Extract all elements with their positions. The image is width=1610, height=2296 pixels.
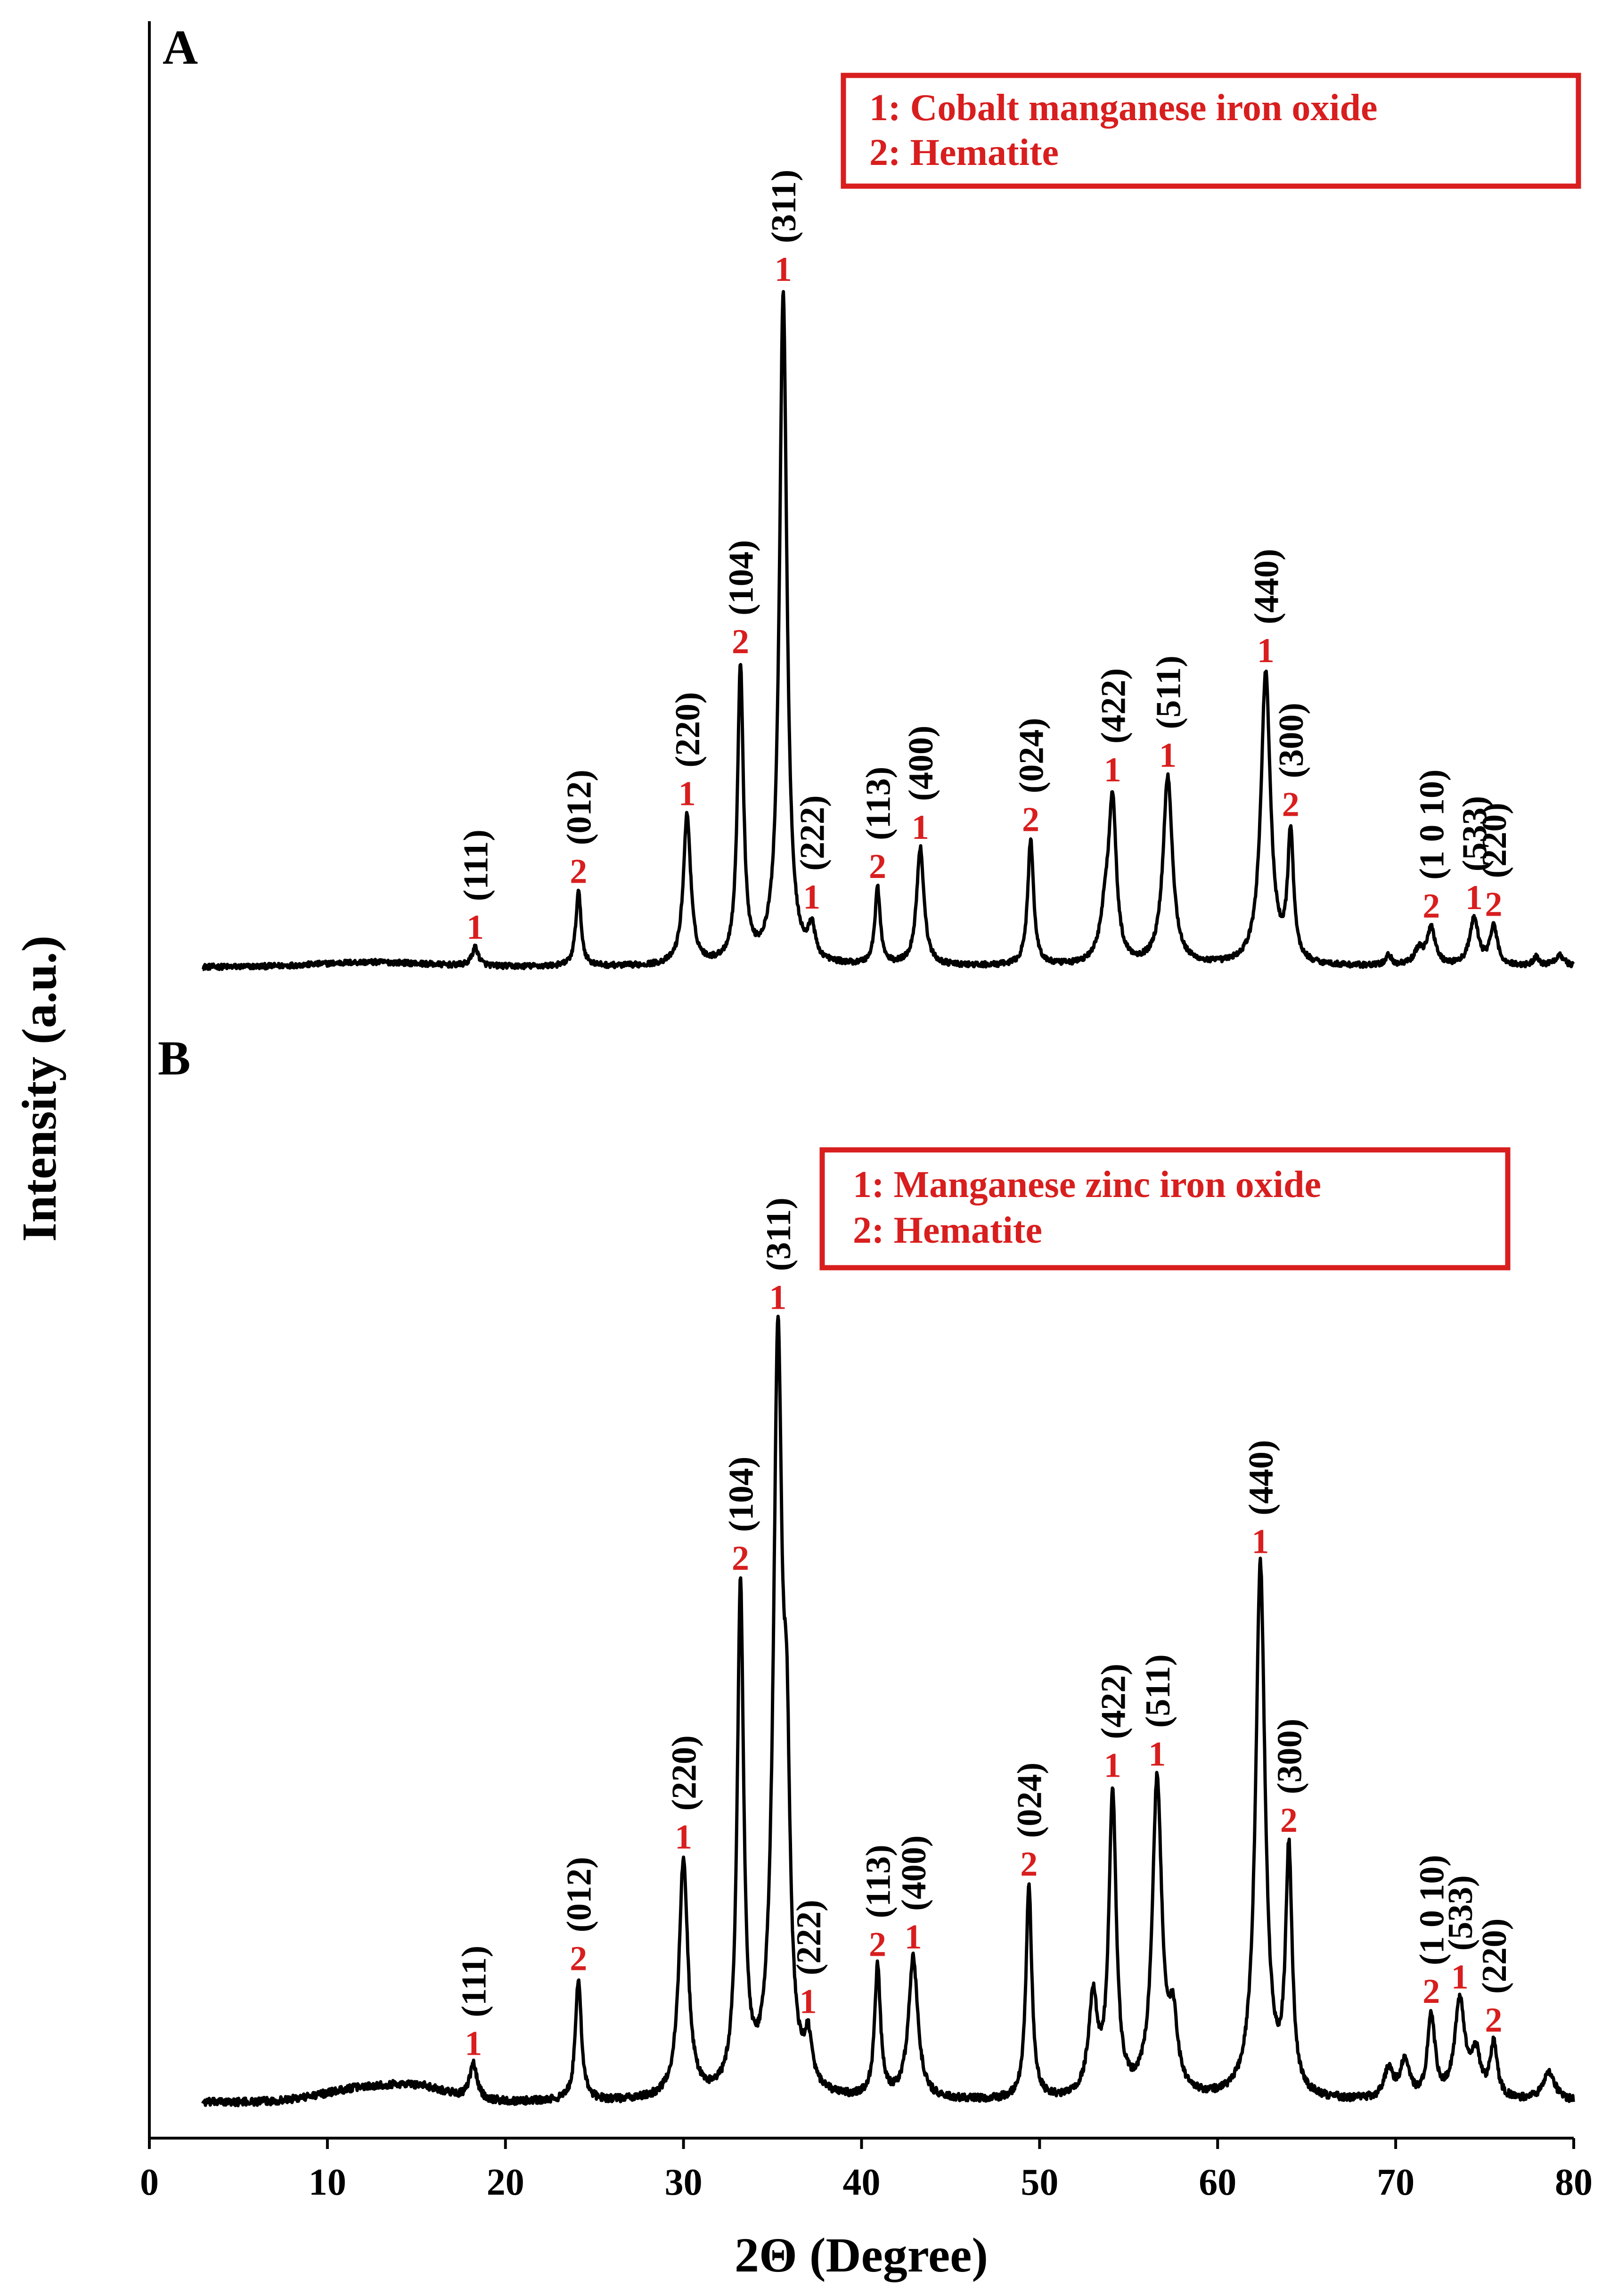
peak-phase-label: 1	[678, 775, 696, 813]
panel-letter-b: B	[158, 1031, 190, 1085]
peak-hkl-label: (400)	[895, 1835, 933, 1911]
x-tick-label: 60	[1199, 2162, 1236, 2203]
peak-hkl-label: (024)	[1013, 718, 1051, 793]
peak-phase-label: 2	[732, 1539, 749, 1578]
peak-phase-label: 1	[675, 1818, 692, 1856]
peak-phase-label: 2	[570, 1939, 587, 1978]
peak-phase-label: 2	[1280, 1801, 1298, 1840]
peak-hkl-label: (111)	[457, 829, 496, 901]
legend-entry: 2: Hematite	[869, 132, 1059, 173]
panel-a: A1(111) 2(012) 1(220)2(104)1(311)1(222) 2(1…	[163, 20, 1581, 971]
peak-hkl-label: (533)	[1441, 1875, 1480, 1951]
peak-phase-label: 2	[1422, 887, 1440, 926]
xrd-series-a	[202, 290, 1575, 971]
peak-hkl-label: (024)	[1011, 1763, 1049, 1838]
peak-phase-label: 2	[1022, 800, 1039, 839]
legend-entry: 1: Manganese zinc iron oxide	[853, 1164, 1321, 1205]
peak-hkl-label: (511)	[1139, 1654, 1177, 1728]
y-axis-title: Intensity (a.u.)	[12, 935, 66, 1242]
peak-hkl-label: (220)	[1475, 1919, 1514, 1994]
peak-phase-label: 1	[800, 1983, 817, 2021]
peak-hkl-label: (300)	[1272, 703, 1311, 778]
x-tick-label: 20	[487, 2162, 524, 2203]
peak-hkl-label: (012)	[560, 1857, 599, 1932]
peak-hkl-label: (311)	[760, 1197, 798, 1271]
peak-hkl-label: (311)	[765, 170, 803, 243]
peak-hkl-label: (533)	[1455, 796, 1494, 871]
legend-b: 1: Manganese zinc iron oxide 2: Hematite	[819, 1147, 1511, 1271]
legend-box	[841, 73, 1581, 189]
x-tick-label: 40	[843, 2162, 881, 2203]
peak-phase-label: 1	[1148, 1735, 1166, 1773]
xrd-series-b	[201, 1314, 1575, 2107]
peak-hkl-label: (300)	[1270, 1719, 1309, 1794]
peak-hkl-label: (1 0 10)	[1413, 770, 1452, 880]
legend-entry: 1: Cobalt manganese iron oxide	[869, 87, 1378, 129]
peak-hkl-label: (422)	[1094, 1664, 1133, 1739]
x-axis-title: 2Θ (Degree)	[735, 2228, 988, 2282]
axes: 0 10 20 30 40 50 60 70 80 2Θ (Degree) Intensity …	[12, 21, 1593, 2282]
peak-phase-label: 2	[869, 1925, 886, 1964]
peak-phase-label: 2	[869, 847, 886, 886]
legend-entry: 2: Hematite	[853, 1210, 1042, 1251]
x-tick-label: 50	[1021, 2162, 1058, 2203]
peak-hkl-label: (220)	[1475, 803, 1514, 878]
peak-hkl-label: (111)	[455, 1945, 494, 2017]
peak-hkl-label: (222)	[793, 795, 832, 871]
peak-phase-label: 1	[1104, 751, 1121, 789]
peak-hkl-label: (220)	[665, 1735, 704, 1811]
peak-phase-label: 2	[1485, 886, 1503, 924]
peak-phase-label: 1	[1104, 1746, 1121, 1785]
peak-phase-label: 1	[769, 1278, 786, 1317]
x-tick-label: 0	[140, 2162, 159, 2203]
peak-hkl-label: (012)	[560, 770, 599, 845]
peak-phase-label: 2	[570, 852, 587, 891]
peak-hkl-label: (1 0 10)	[1413, 1855, 1452, 1965]
peak-hkl-label: (222)	[790, 1900, 828, 1975]
peak-hkl-label: (422)	[1094, 668, 1133, 744]
peak-phase-label: 1	[466, 908, 484, 947]
x-tick-label: 70	[1377, 2162, 1414, 2203]
x-tick-label: 10	[309, 2162, 346, 2203]
peak-hkl-label: (104)	[722, 1457, 761, 1532]
peak-hkl-label: (400)	[902, 726, 940, 801]
peak-phase-label: 1	[1257, 631, 1275, 670]
peak-phase-label: 2	[1020, 1845, 1038, 1884]
panel-letter-a: A	[163, 20, 198, 74]
peak-phase-label: 2	[1422, 1972, 1440, 2011]
peak-phase-label: 1	[912, 808, 929, 847]
peak-hkl-label: (104)	[722, 540, 761, 615]
peak-phase-label: 1	[803, 878, 820, 917]
peak-phase-label: 1	[1465, 878, 1483, 917]
peak-hkl-label: (440)	[1242, 1440, 1281, 1515]
peak-phase-label: 1	[1451, 1958, 1469, 1996]
peak-phase-label: 1	[905, 1918, 922, 1957]
peak-hkl-label: (113)	[859, 767, 898, 840]
panel-b: B1(111) 2(012)1(220)2(104)1(311)1(222) 2(1…	[158, 1031, 1575, 2107]
x-tick-label: 30	[665, 2162, 703, 2203]
x-tick-label: 80	[1555, 2162, 1593, 2203]
peak-phase-label: 1	[1251, 1523, 1269, 1561]
peak-phase-label: 1	[775, 250, 792, 289]
peak-phase-label: 1	[465, 2025, 482, 2063]
x-ticks: 0 10 20 30 40 50 60 70 80	[140, 2138, 1593, 2203]
peak-phase-label: 2	[1282, 785, 1299, 824]
peak-hkl-label: (440)	[1247, 549, 1286, 624]
peak-phase-label: 2	[732, 623, 749, 661]
peak-hkl-label: (511)	[1149, 656, 1188, 729]
peak-phase-label: 2	[1485, 2001, 1503, 2040]
legend-box	[819, 1147, 1511, 1271]
peak-phase-label: 1	[1159, 736, 1177, 775]
peak-hkl-label: (220)	[669, 692, 707, 767]
peak-hkl-label: (113)	[859, 1845, 898, 1918]
